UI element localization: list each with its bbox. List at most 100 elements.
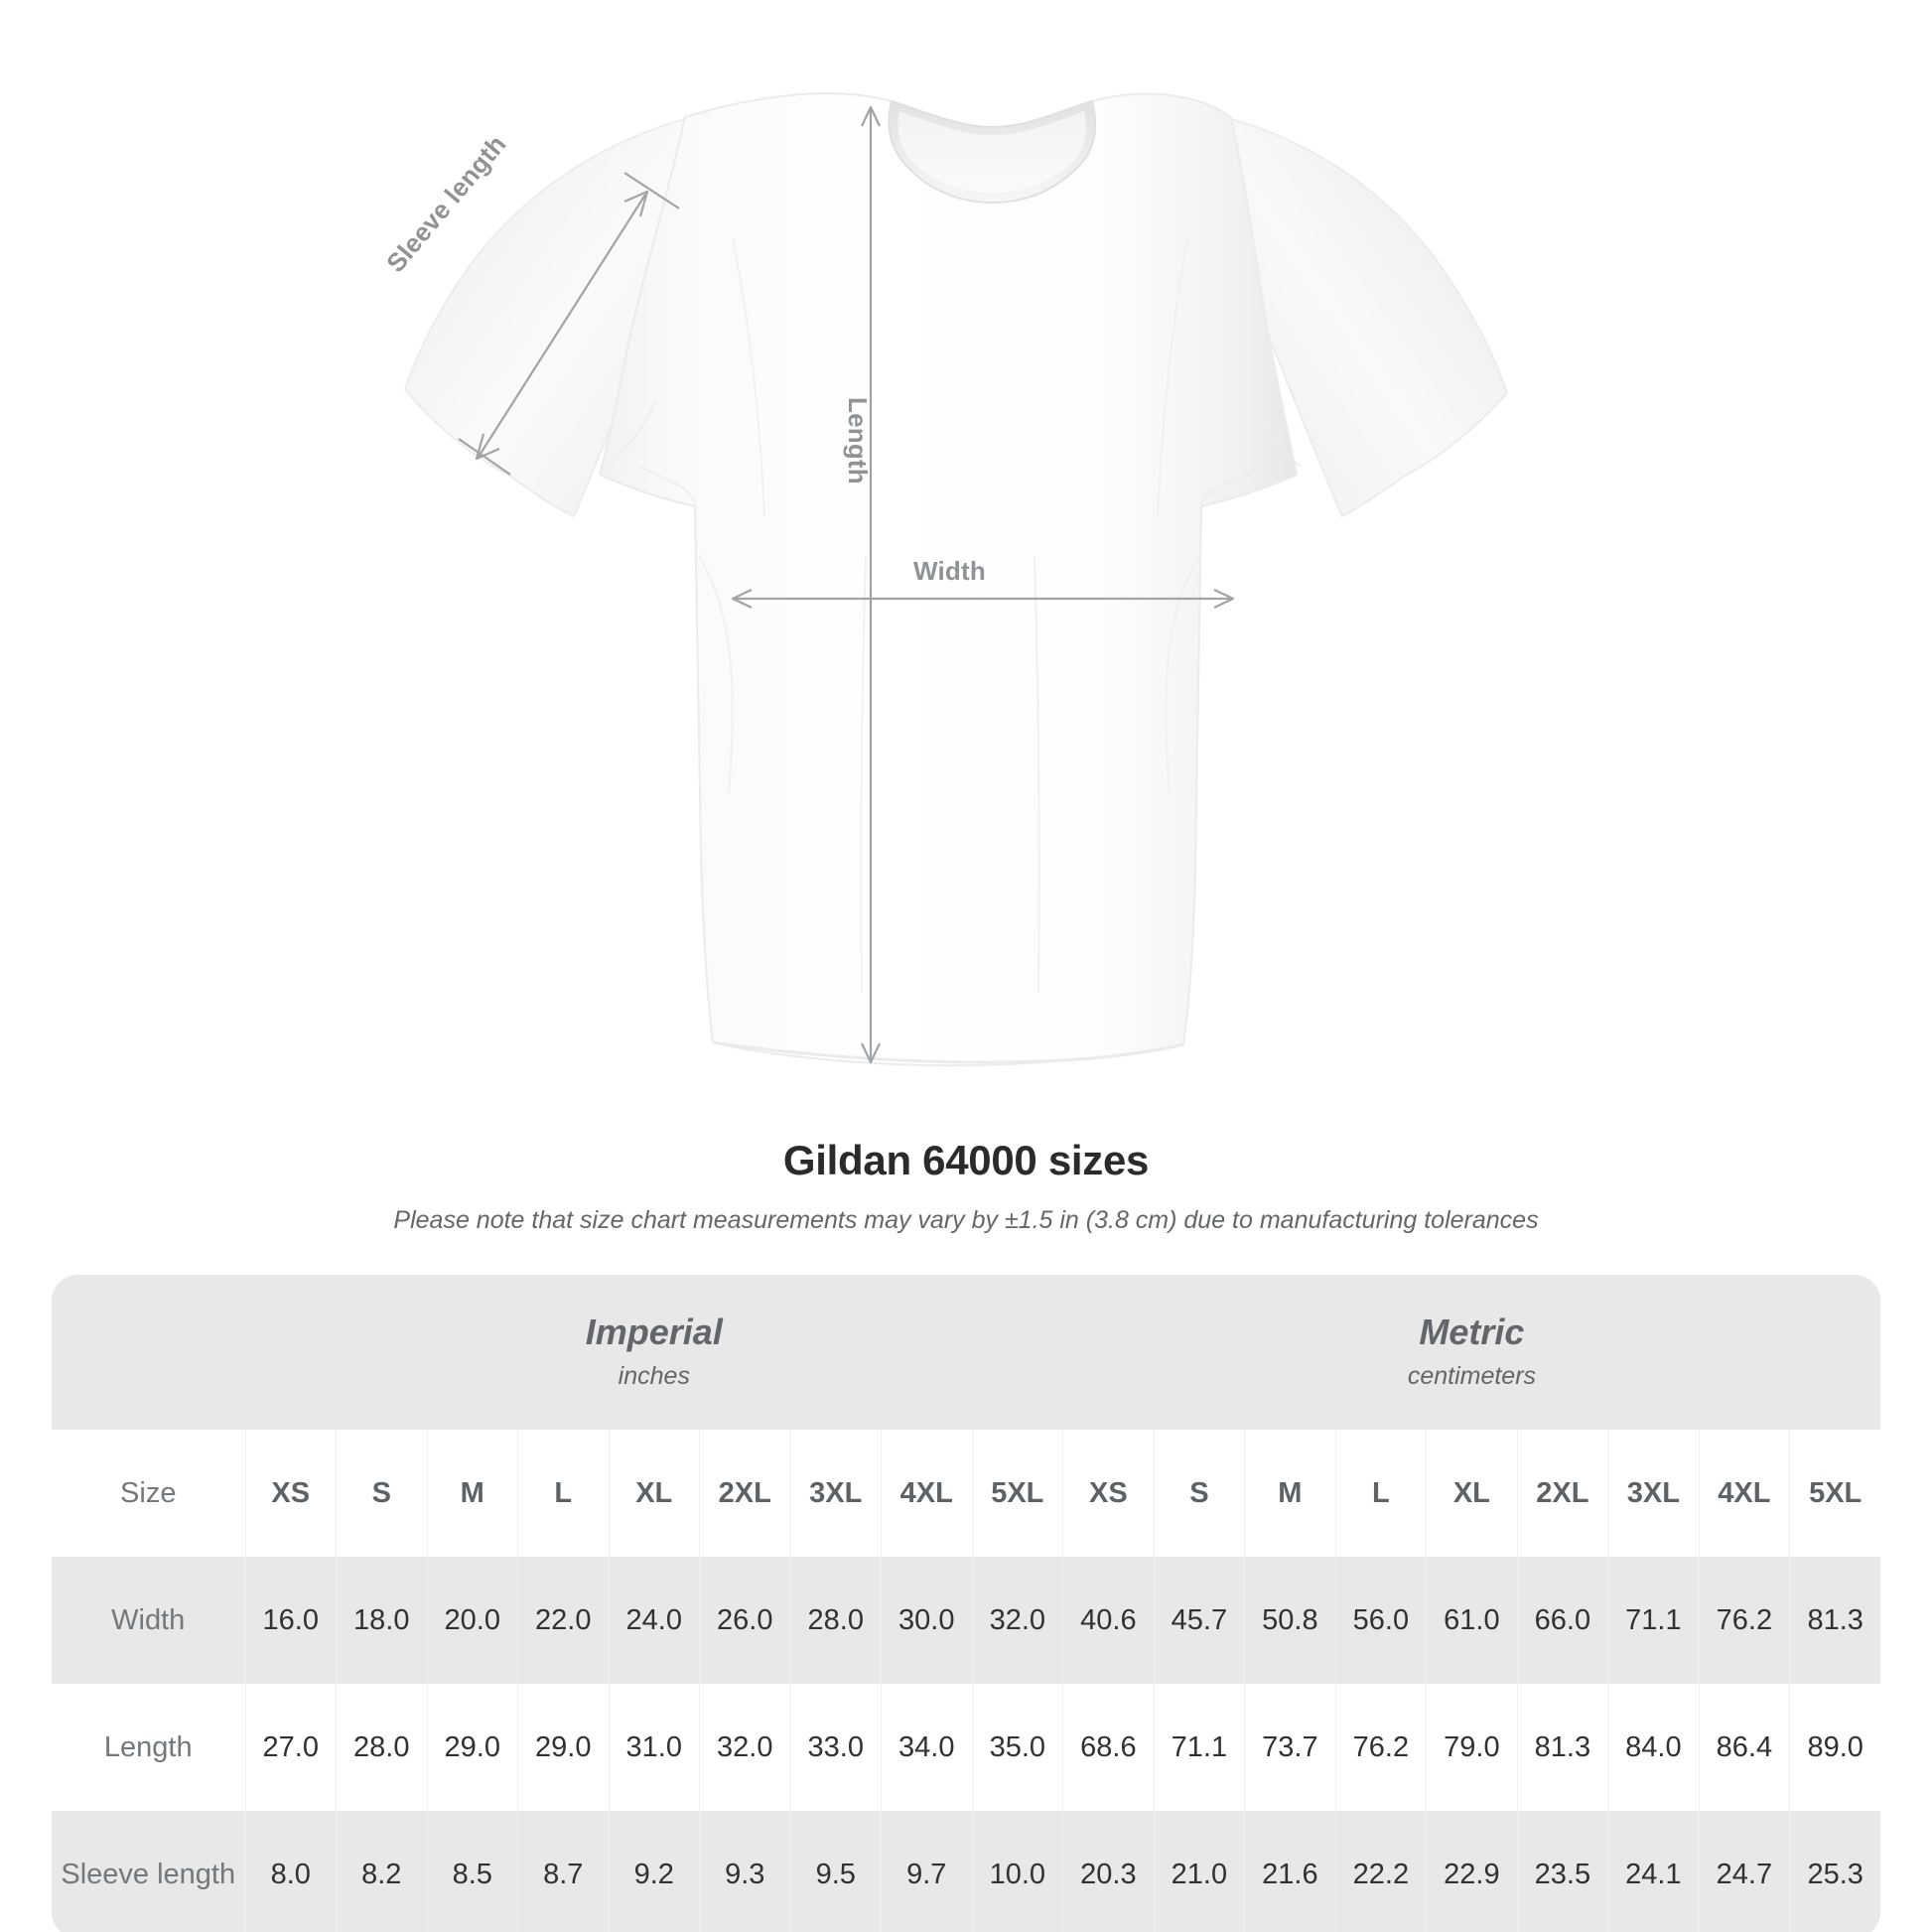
data-cell: 21.0 — [1153, 1811, 1245, 1932]
data-cell: 81.3 — [1789, 1557, 1881, 1684]
data-cell: 76.2 — [1334, 1684, 1427, 1811]
unit-subtitle: inches — [618, 1362, 690, 1391]
tshirt-shape — [403, 92, 1509, 1067]
data-cell: 71.1 — [1607, 1557, 1700, 1684]
unit-row-spacer — [52, 1275, 245, 1430]
data-cell: 73.7 — [1244, 1684, 1336, 1811]
data-cell: 30.0 — [881, 1557, 972, 1684]
data-cell: 34.0 — [881, 1684, 972, 1811]
data-cell: 40.6 — [1062, 1557, 1155, 1684]
size-header-cell: XS — [244, 1430, 337, 1557]
sleeve-arrow-line — [478, 194, 646, 458]
row-header-length: Length — [52, 1684, 245, 1811]
heading-block: Gildan 64000 sizes Please note that size… — [0, 1137, 1932, 1235]
size-header-cell: 2XL — [1516, 1430, 1608, 1557]
unit-banner-row: Imperial inches Metric centimeters — [52, 1275, 1881, 1430]
size-header-cell: M — [426, 1430, 518, 1557]
table-row: Width 16.0 18.0 20.0 22.0 24.0 26.0 28.0 30.0 32.… — [52, 1557, 1881, 1684]
size-header-cell: M — [1244, 1430, 1336, 1557]
data-cell: 10.0 — [971, 1811, 1063, 1932]
size-header-cell: XL — [608, 1430, 700, 1557]
table-row: Length 27.0 28.0 29.0 29.0 31.0 32.0 33.0 34.0 35… — [52, 1684, 1881, 1811]
data-cell: 31.0 — [608, 1684, 700, 1811]
size-header-cell: 3XL — [789, 1430, 882, 1557]
data-cell: 18.0 — [336, 1557, 427, 1684]
data-cell: 27.0 — [244, 1684, 337, 1811]
unit-name: Imperial — [585, 1311, 723, 1352]
size-header-cell: L — [1334, 1430, 1427, 1557]
size-header-cell: S — [1153, 1430, 1245, 1557]
data-cell: 35.0 — [971, 1684, 1063, 1811]
data-cell: 9.5 — [789, 1811, 882, 1932]
data-cell: 24.1 — [1607, 1811, 1700, 1932]
data-cell: 22.9 — [1426, 1811, 1518, 1932]
data-cell: 45.7 — [1153, 1557, 1245, 1684]
data-cell: 71.1 — [1153, 1684, 1245, 1811]
data-cell: 76.2 — [1698, 1557, 1790, 1684]
length-dimension-label: Length — [843, 397, 873, 484]
data-cell: 8.2 — [336, 1811, 427, 1932]
data-cell: 25.3 — [1789, 1811, 1881, 1932]
page-title: Gildan 64000 sizes — [782, 1137, 1150, 1183]
size-header-cell: S — [336, 1430, 427, 1557]
size-table-container: Imperial inches Metric centimeters Size XS S M L… — [52, 1275, 1881, 1932]
data-cell: 26.0 — [699, 1557, 790, 1684]
unit-header-imperial: Imperial inches — [245, 1275, 1063, 1430]
tolerance-note: Please note that size chart measurements… — [393, 1206, 1539, 1234]
data-cell: 56.0 — [1334, 1557, 1427, 1684]
data-cell: 24.7 — [1698, 1811, 1790, 1932]
row-header-width: Width — [52, 1557, 245, 1684]
data-cell: 32.0 — [699, 1684, 790, 1811]
size-header-cell: 4XL — [1698, 1430, 1790, 1557]
data-cell: 33.0 — [789, 1684, 882, 1811]
data-cell: 29.0 — [426, 1684, 518, 1811]
data-cell: 8.7 — [517, 1811, 609, 1932]
sleeve-tick-bottom — [458, 438, 511, 476]
data-cell: 28.0 — [336, 1684, 427, 1811]
data-cell: 22.2 — [1334, 1811, 1427, 1932]
size-header-cell: L — [517, 1430, 609, 1557]
data-cell: 50.8 — [1244, 1557, 1336, 1684]
data-cell: 86.4 — [1698, 1684, 1790, 1811]
size-header-cell: XS — [1062, 1430, 1155, 1557]
unit-name: Metric — [1419, 1311, 1525, 1352]
data-cell: 61.0 — [1426, 1557, 1518, 1684]
data-cell: 29.0 — [517, 1684, 609, 1811]
data-cell: 23.5 — [1516, 1811, 1608, 1932]
data-cell: 9.3 — [699, 1811, 790, 1932]
data-cell: 66.0 — [1516, 1557, 1608, 1684]
size-table: Imperial inches Metric centimeters Size XS S M L… — [52, 1275, 1881, 1932]
table-row: Sleeve length 8.0 8.2 8.5 8.7 9.2 9.3 9.5 9.7 10.… — [52, 1811, 1881, 1932]
row-header-sleeve-length: Sleeve length — [52, 1811, 245, 1932]
dimension-arrows — [458, 105, 1235, 1064]
data-cell: 16.0 — [244, 1557, 337, 1684]
data-cell: 68.6 — [1062, 1684, 1155, 1811]
data-cell: 32.0 — [971, 1557, 1063, 1684]
data-cell: 20.0 — [426, 1557, 518, 1684]
size-header-cell: 3XL — [1607, 1430, 1700, 1557]
size-header-cell: 5XL — [971, 1430, 1063, 1557]
data-cell: 8.5 — [426, 1811, 518, 1932]
size-header-cell: 5XL — [1789, 1430, 1881, 1557]
data-cell: 9.2 — [608, 1811, 700, 1932]
data-cell: 28.0 — [789, 1557, 882, 1684]
data-cell: 89.0 — [1789, 1684, 1881, 1811]
data-cell: 81.3 — [1516, 1684, 1608, 1811]
width-dimension-label: Width — [913, 556, 986, 586]
data-cell: 20.3 — [1062, 1811, 1155, 1932]
sleeve-tick-top — [623, 172, 680, 209]
data-cell: 24.0 — [608, 1557, 700, 1684]
data-cell: 9.7 — [881, 1811, 972, 1932]
data-cell: 22.0 — [517, 1557, 609, 1684]
data-cell: 21.6 — [1244, 1811, 1336, 1932]
tshirt-diagram: Sleeve length Length Width — [380, 92, 1509, 1067]
unit-subtitle: centimeters — [1407, 1362, 1537, 1391]
size-header-cell: 2XL — [699, 1430, 790, 1557]
row-header-size: Size — [52, 1430, 245, 1557]
size-header-cell: XL — [1426, 1430, 1518, 1557]
size-header-row: Size XS S M L XL 2XL 3XL 4XL 5XL XS S M L XL 2XL 3XL 4XL 5… — [52, 1430, 1881, 1557]
data-cell: 79.0 — [1426, 1684, 1518, 1811]
data-cell: 84.0 — [1607, 1684, 1700, 1811]
size-header-cell: 4XL — [881, 1430, 972, 1557]
